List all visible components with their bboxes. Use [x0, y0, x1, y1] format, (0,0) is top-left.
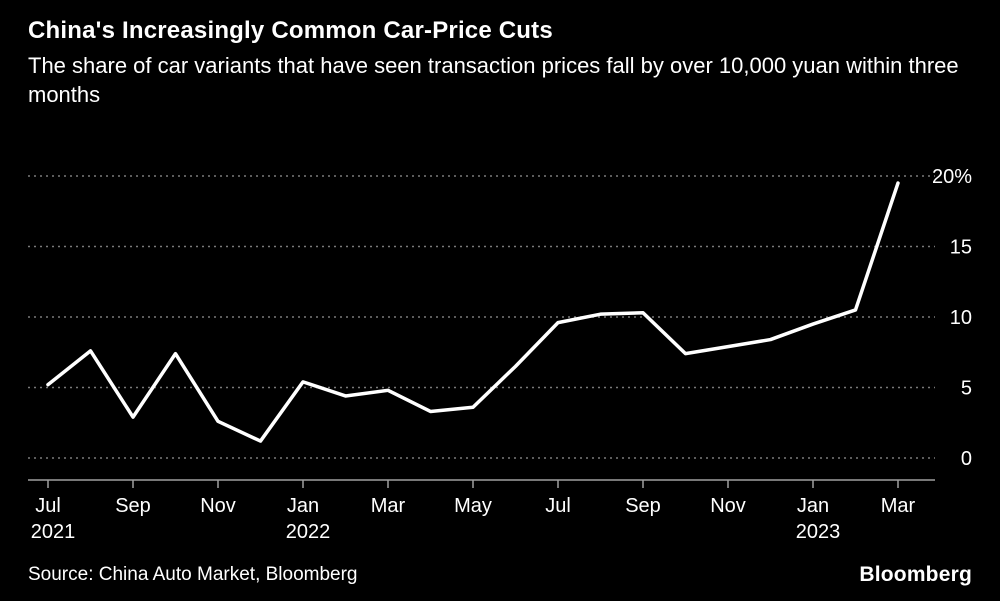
x-tick-label: Mar: [881, 495, 916, 517]
x-tick-label: Jul: [35, 495, 61, 517]
x-tick-label: Nov: [710, 495, 746, 517]
line-chart: 0 5 10 15 20% Jul 2021 Sep Nov Jan 2022 Mar May Jul Se…: [28, 166, 972, 543]
y-tick-label: 15: [950, 237, 972, 259]
y-tick-label: 0: [961, 448, 972, 470]
x-year-label: 2021: [31, 521, 76, 543]
y-tick-label: 10: [950, 307, 972, 329]
x-tick-label: May: [454, 495, 492, 517]
y-tick-label: 20%: [932, 166, 972, 188]
x-tick-label: Jan: [287, 495, 319, 517]
x-tick-label: Mar: [371, 495, 406, 517]
y-tick-label: 5: [961, 378, 972, 400]
source-note: Source: China Auto Market, Bloomberg: [28, 564, 358, 585]
x-tick-label: Nov: [200, 495, 236, 517]
x-tick-label: Sep: [625, 495, 661, 517]
x-year-label: 2022: [286, 521, 331, 543]
chart-footer: Source: China Auto Market, Bloomberg Blo…: [0, 549, 1000, 601]
x-tick-label: Jan: [797, 495, 829, 517]
bloomberg-logo: Bloomberg: [859, 563, 972, 586]
chart-header: China's Increasingly Common Car-Price Cu…: [0, 0, 1000, 109]
x-year-label: 2023: [796, 521, 841, 543]
chart-subtitle: The share of car variants that have seen…: [28, 53, 959, 108]
x-tick-label: Jul: [545, 495, 571, 517]
x-tick-label: Sep: [115, 495, 151, 517]
data-series-line: [46, 181, 900, 443]
chart-title: China's Increasingly Common Car-Price Cu…: [28, 17, 553, 44]
